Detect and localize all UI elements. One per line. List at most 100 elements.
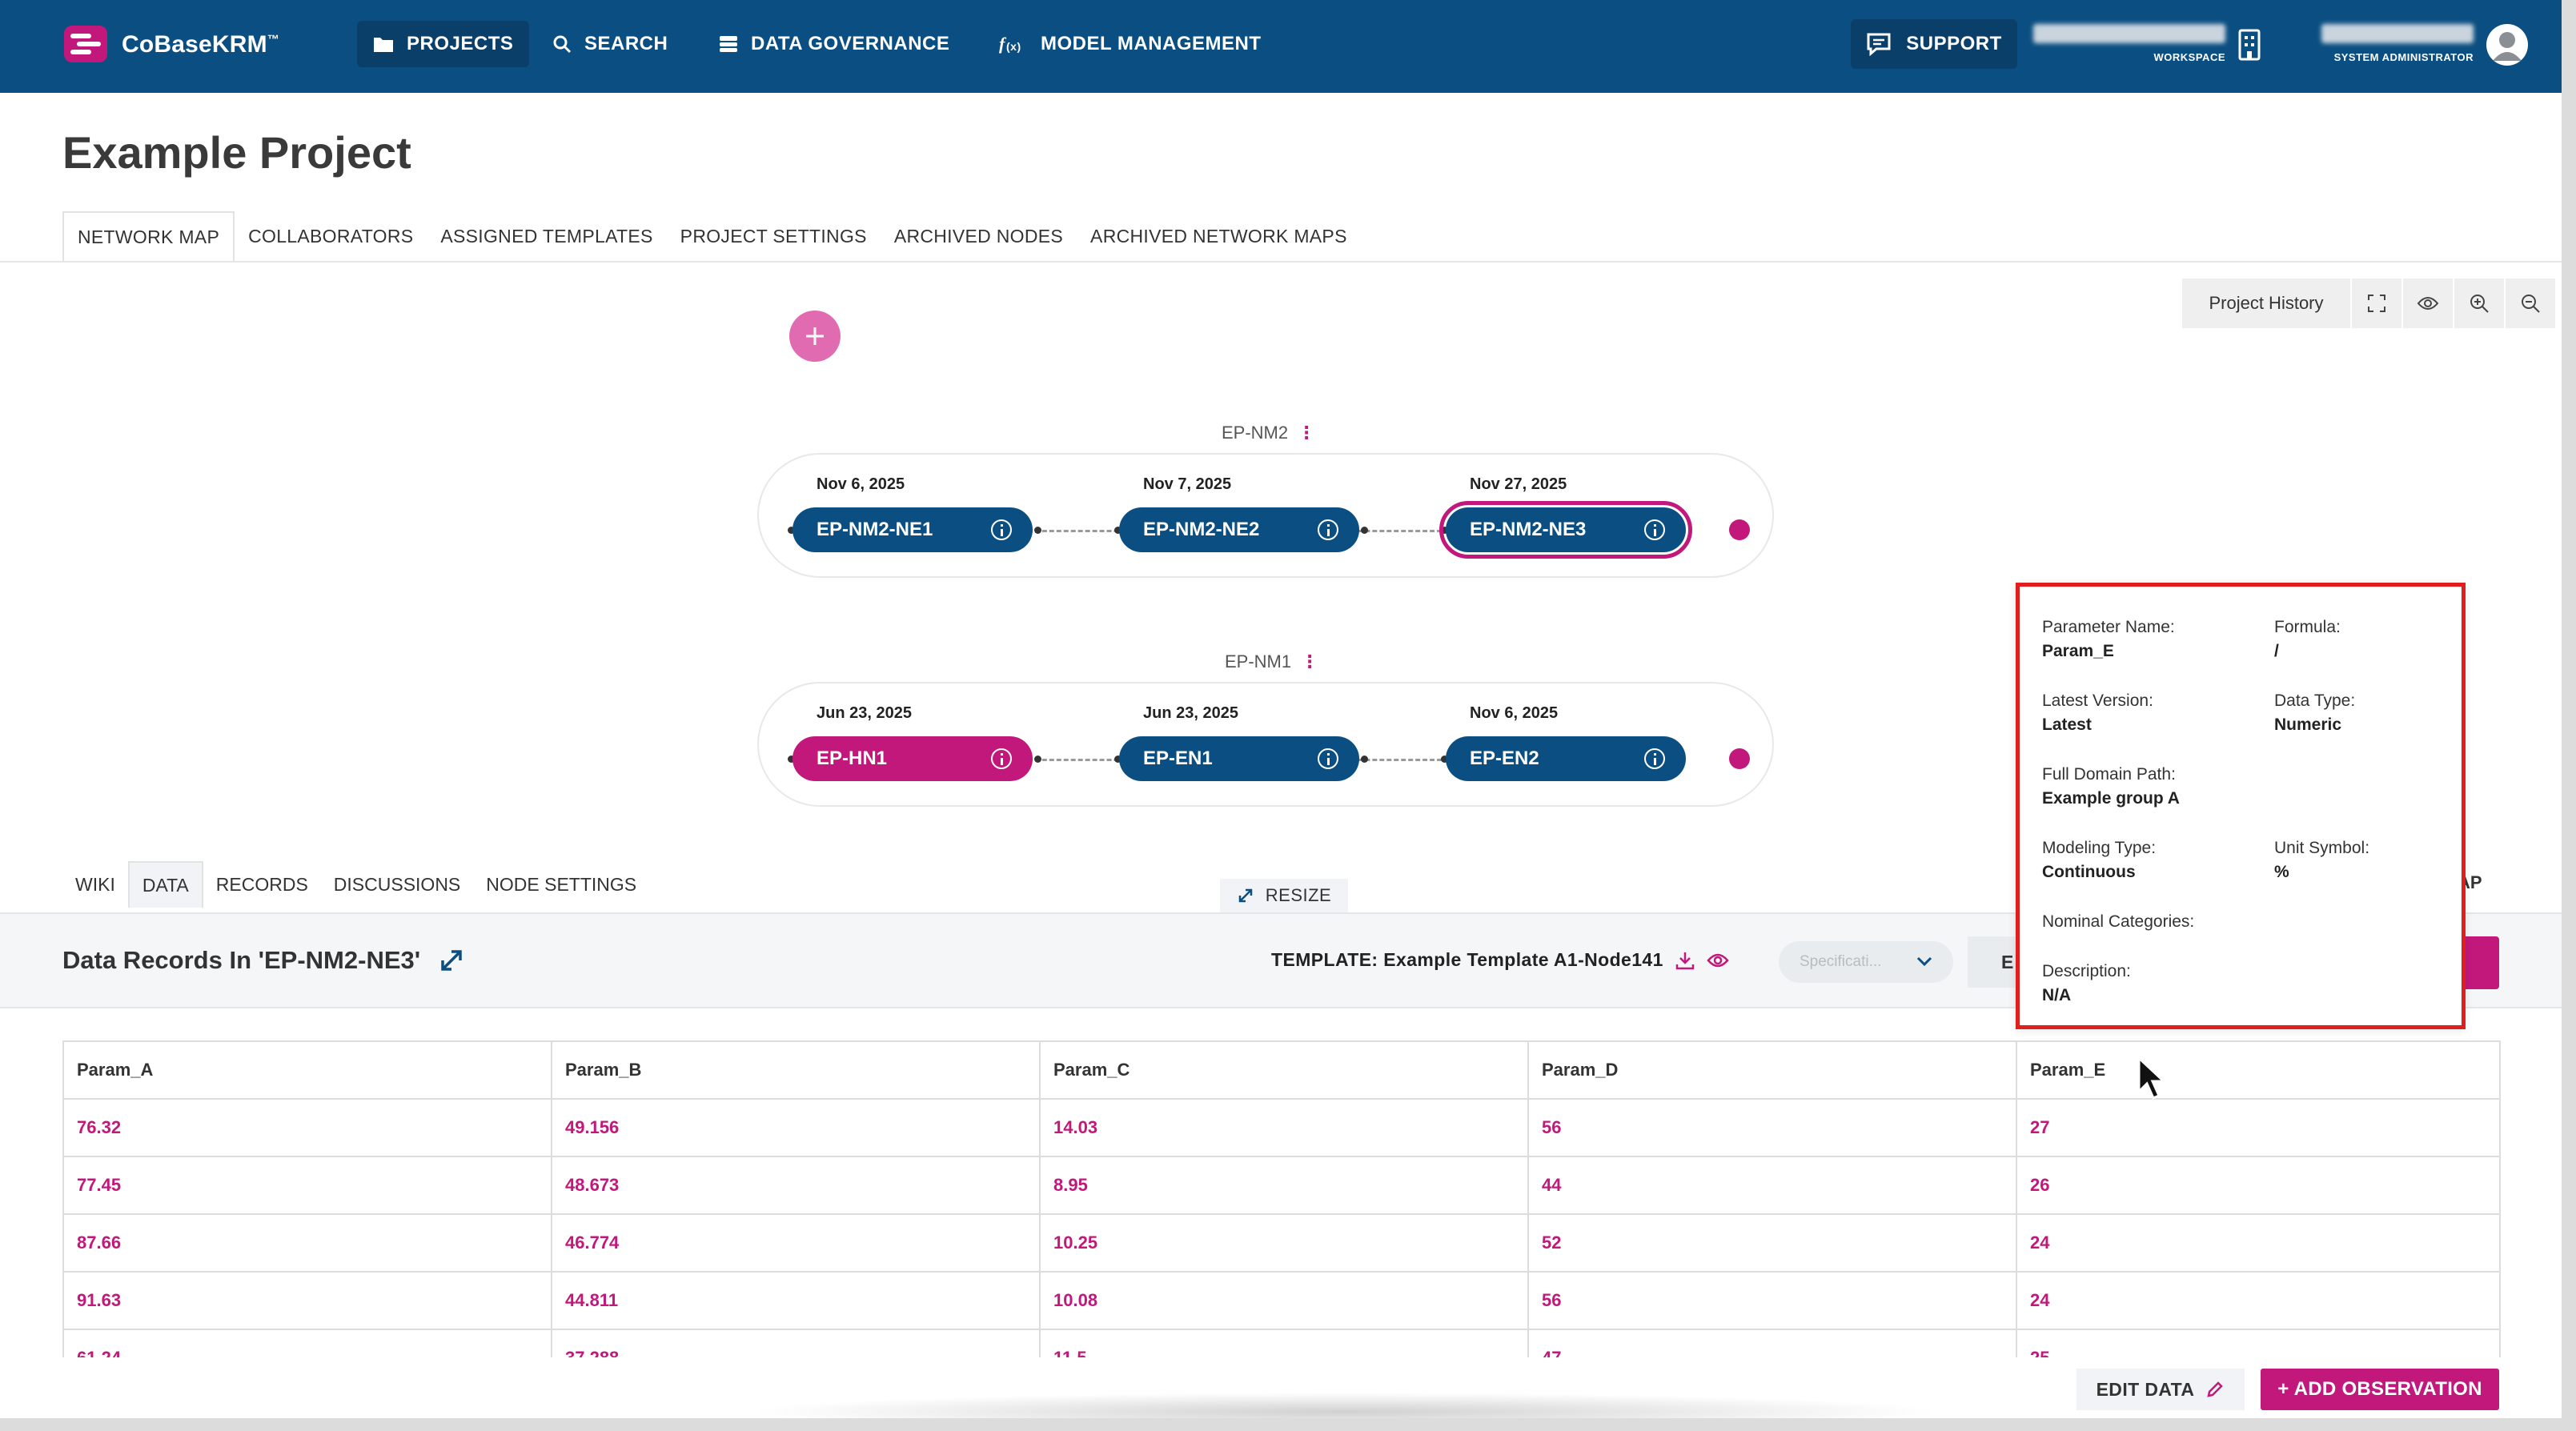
app-logo[interactable]: CoBaseKRM™ — [59, 22, 279, 67]
building-icon[interactable] — [2238, 29, 2261, 61]
network-label-ep-nm1: EP-NM1 ⋮ — [1225, 651, 1318, 672]
connector-dot — [1114, 756, 1121, 763]
tab-records[interactable]: RECORDS — [215, 873, 308, 895]
project-history-button[interactable]: Project History — [2209, 293, 2324, 313]
node-ep-en1[interactable]: EP-EN1 — [1119, 736, 1359, 781]
zoom-in-button[interactable] — [2453, 279, 2504, 328]
node-tabs: WIKI DATA RECORDS DISCUSSIONS NODE SETTI… — [62, 861, 649, 908]
tooltip-unit-symbol: Unit Symbol: % — [2274, 836, 2369, 884]
tab-wiki[interactable]: WIKI — [75, 873, 115, 895]
info-icon[interactable] — [991, 748, 1012, 769]
specification-select[interactable]: Specificati... — [1779, 941, 1953, 983]
column-header[interactable]: Param_D — [1527, 1040, 2017, 1100]
expand-icon[interactable] — [438, 947, 465, 974]
tab-assigned-templates[interactable]: ASSIGNED TEMPLATES — [440, 225, 653, 247]
add-network-button[interactable] — [789, 311, 841, 362]
node-label: EP-EN1 — [1143, 748, 1213, 769]
avatar[interactable] — [2486, 24, 2528, 66]
node-ep-nm2-ne3[interactable]: EP-NM2-NE3 — [1439, 501, 1692, 559]
connector-dot — [1361, 756, 1368, 763]
chevron-down-icon — [1916, 956, 1932, 967]
records-title: Data Records In 'EP-NM2-NE3' — [62, 946, 465, 975]
tooltip-parameter-name: Parameter Name: Param_E — [2042, 615, 2175, 663]
network-menu-icon[interactable]: ⋮ — [1301, 651, 1319, 671]
node-ep-hn1[interactable]: EP-HN1 — [792, 736, 1033, 781]
user-menu[interactable]: SYSTEM ADMINISTRATOR — [2305, 24, 2474, 66]
tab-archived-nodes[interactable]: ARCHIVED NODES — [893, 225, 1064, 247]
column-header[interactable]: Param_C — [1039, 1040, 1529, 1100]
plus-icon — [806, 327, 824, 345]
table-cell: 10.08 — [1039, 1271, 1529, 1330]
nav-search[interactable]: SEARCH — [536, 21, 684, 67]
column-header[interactable]: Param_E — [2016, 1040, 2501, 1100]
tooltip-value: % — [2274, 863, 2289, 881]
info-icon[interactable] — [1644, 519, 1665, 540]
connector-dot — [1441, 756, 1448, 763]
network-end-dot[interactable] — [1729, 519, 1750, 540]
tooltip-label: Parameter Name: — [2042, 618, 2175, 636]
tooltip-label: Formula: — [2274, 618, 2341, 636]
nav-data-governance[interactable]: DATA GOVERNANCE — [703, 21, 965, 67]
network-name: EP-NM2 — [1222, 423, 1289, 443]
table-row[interactable]: 91.63 44.811 10.08 56 24 — [62, 1271, 2501, 1330]
logo-text: CoBaseKRM — [122, 31, 267, 58]
column-header[interactable]: Param_B — [551, 1040, 1041, 1100]
table-row[interactable]: 76.32 49.156 14.03 56 27 — [62, 1098, 2501, 1157]
tab-collaborators[interactable]: COLLABORATORS — [248, 225, 414, 247]
eye-icon[interactable] — [1707, 952, 1729, 968]
node-ep-nm2-ne2[interactable]: EP-NM2-NE2 — [1119, 507, 1359, 552]
column-header[interactable]: Param_A — [62, 1040, 552, 1100]
table-cell: 87.66 — [62, 1213, 552, 1273]
node-ep-nm2-ne1[interactable]: EP-NM2-NE1 — [792, 507, 1033, 552]
tab-archived-network-maps[interactable]: ARCHIVED NETWORK MAPS — [1090, 225, 1347, 247]
network-menu-icon[interactable]: ⋮ — [1298, 423, 1316, 443]
function-icon: f (x) — [999, 34, 1021, 54]
specification-placeholder: Specificati... — [1800, 953, 1882, 970]
visibility-button[interactable] — [2401, 279, 2453, 328]
node-ep-en2[interactable]: EP-EN2 — [1446, 736, 1686, 781]
add-observation-button[interactable]: + ADD OBSERVATION — [2261, 1369, 2499, 1410]
table-cell: 24 — [2016, 1213, 2501, 1273]
tooltip-label: Nominal Categories: — [2042, 912, 2195, 931]
map-toolbar: Project History — [2182, 279, 2555, 328]
table-cell: 14.03 — [1039, 1098, 1529, 1157]
tab-node-settings[interactable]: NODE SETTINGS — [486, 873, 637, 895]
tooltip-modeling-type: Modeling Type: Continuous — [2042, 836, 2156, 884]
workspace-selector[interactable]: WORKSPACE — [2033, 24, 2225, 66]
support-label: SUPPORT — [1906, 33, 2002, 54]
download-icon[interactable] — [1675, 950, 1695, 971]
table-cell: 77.45 — [62, 1156, 552, 1215]
fullscreen-button[interactable] — [2350, 279, 2401, 328]
table-cell: 91.63 — [62, 1271, 552, 1330]
tab-network-map[interactable]: NETWORK MAP — [62, 211, 235, 261]
pencil-icon — [2207, 1381, 2224, 1397]
nav-model-management[interactable]: f (x) MODEL MANAGEMENT — [983, 21, 1278, 67]
project-tabs: NETWORK MAP COLLABORATORS ASSIGNED TEMPL… — [62, 211, 1361, 261]
user-name-redacted — [2321, 24, 2474, 43]
node-date: Nov 6, 2025 — [1470, 704, 1559, 722]
table-cell: 56 — [1527, 1098, 2017, 1157]
nav-search-label: SEARCH — [584, 33, 668, 54]
edit-data-button[interactable]: EDIT DATA — [2076, 1369, 2245, 1410]
tab-discussions[interactable]: DISCUSSIONS — [333, 873, 461, 895]
zoom-in-icon — [2470, 295, 2489, 313]
support-button[interactable]: SUPPORT — [1851, 19, 2017, 69]
window-edge — [2562, 0, 2576, 1431]
tab-project-settings[interactable]: PROJECT SETTINGS — [680, 225, 867, 247]
network-name: EP-NM1 — [1225, 651, 1292, 671]
top-nav-bar: CoBaseKRM™ PROJECTS SEARCH DATA GOVERNAN… — [0, 0, 2562, 93]
tab-data[interactable]: DATA — [127, 861, 203, 908]
resize-button[interactable]: RESIZE — [1220, 879, 1348, 912]
zoom-out-button[interactable] — [2504, 279, 2555, 328]
table-row[interactable]: 77.45 48.673 8.95 44 26 — [62, 1156, 2501, 1215]
info-icon[interactable] — [1318, 748, 1338, 769]
network-end-dot[interactable] — [1729, 748, 1750, 769]
info-icon[interactable] — [991, 519, 1012, 540]
connector-dot — [788, 527, 795, 534]
table-row[interactable]: 87.66 46.774 10.25 52 24 — [62, 1213, 2501, 1273]
nav-projects[interactable]: PROJECTS — [357, 21, 530, 67]
info-icon[interactable] — [1644, 748, 1665, 769]
info-icon[interactable] — [1318, 519, 1338, 540]
tooltip-domain-path: Full Domain Path: Example group A — [2042, 763, 2180, 811]
table-cell: 76.32 — [62, 1098, 552, 1157]
